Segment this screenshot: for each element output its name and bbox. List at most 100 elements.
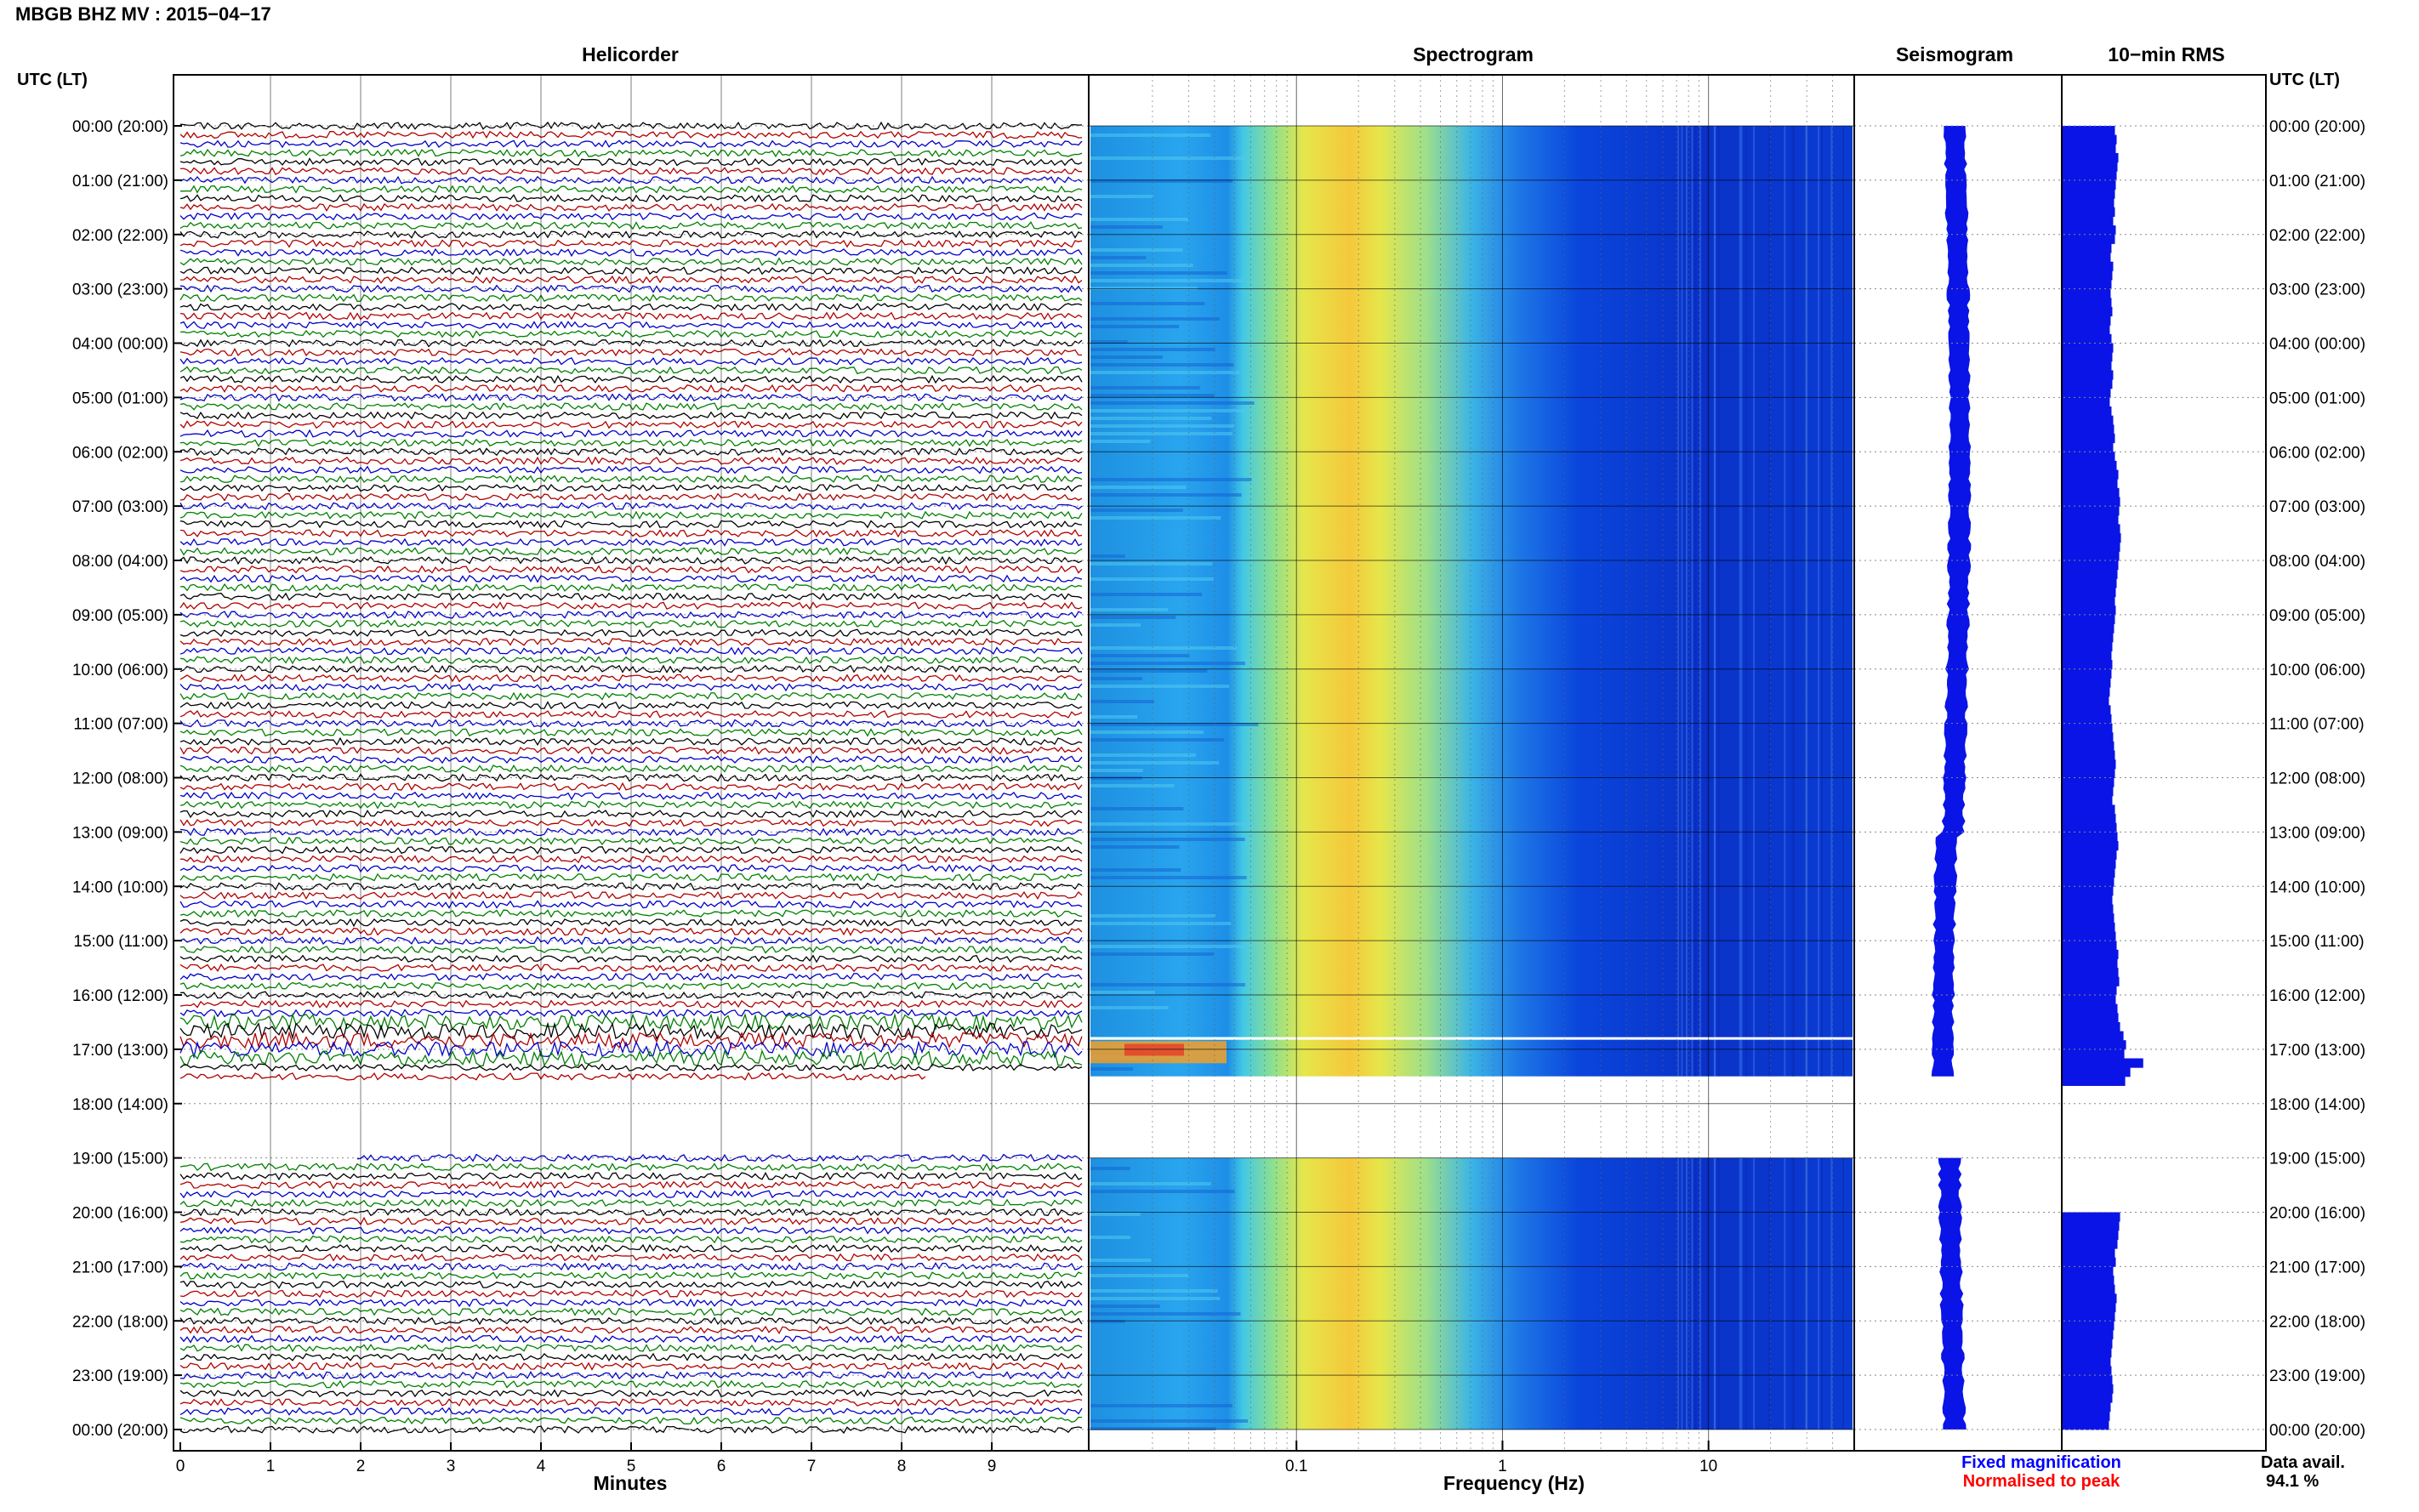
rms-bar xyxy=(2062,506,2120,516)
rms-bar xyxy=(2062,379,2113,389)
seismogram-envelope-0 xyxy=(1931,126,1972,1077)
rms-bar xyxy=(2062,941,2117,951)
time-tick-right: 07:00 (03:00) xyxy=(2269,498,2365,516)
rms-bar xyxy=(2062,623,2114,634)
rms-bar xyxy=(2062,904,2114,914)
spectrogram-streak xyxy=(1090,317,1220,321)
spectrogram-streak xyxy=(1090,256,1147,259)
spectrogram-streak xyxy=(1090,700,1154,703)
spectrogram-streak xyxy=(1090,769,1143,772)
rms-bar xyxy=(2062,1013,2119,1023)
rms-bar xyxy=(2062,859,2116,869)
time-tick-right: 00:00 (20:00) xyxy=(2269,1422,2365,1440)
spectrogram-streak xyxy=(1090,1312,1241,1316)
spectrogram-streak xyxy=(1090,654,1190,657)
spectrogram-streak xyxy=(1090,355,1163,359)
rms-bar xyxy=(2062,1348,2112,1358)
time-tick-left: 09:00 (05:00) xyxy=(72,607,168,625)
rms-bar xyxy=(2062,877,2114,887)
rms-bar xyxy=(2062,832,2118,842)
spectrogram-streak xyxy=(1090,424,1234,428)
spectrogram-streak xyxy=(1090,554,1125,558)
minute-tick-label: 9 xyxy=(988,1458,997,1475)
spectrogram-streak xyxy=(1090,440,1151,443)
rms-bar xyxy=(2062,1067,2131,1077)
rms-bar xyxy=(2062,533,2121,543)
spectrogram-streak xyxy=(1090,669,1208,673)
spectrogram-streak xyxy=(1090,685,1230,688)
spectrogram-streak xyxy=(1090,1320,1125,1323)
rms-bar xyxy=(2062,995,2116,1005)
time-tick-left: 17:00 (13:00) xyxy=(72,1042,168,1060)
spectrogram-streak xyxy=(1090,478,1252,481)
rms-bar xyxy=(2062,134,2117,145)
rms-bar xyxy=(2062,1393,2113,1403)
rms-bar xyxy=(2062,424,2114,435)
rms-bar xyxy=(2062,207,2115,217)
rms-bar xyxy=(2062,741,2114,752)
time-tick-right: 11:00 (07:00) xyxy=(2269,716,2365,734)
rms-bar xyxy=(2062,596,2115,606)
seismogram-envelope-1 xyxy=(1938,1157,1967,1430)
time-tick-right: 02:00 (22:00) xyxy=(2269,227,2365,245)
rms-bar xyxy=(2062,867,2115,878)
spectrogram-streak xyxy=(1090,1167,1130,1170)
spectrogram-streak xyxy=(1090,264,1193,267)
spectrogram-streak xyxy=(1090,509,1183,512)
time-axis-label-left: UTC (LT) xyxy=(17,71,88,89)
rms-bar xyxy=(2062,1329,2114,1340)
rms-bar xyxy=(2062,578,2117,588)
spectrogram-streak xyxy=(1090,516,1221,520)
time-tick-left: 02:00 (22:00) xyxy=(72,227,168,245)
spectrogram-streak xyxy=(1090,386,1200,389)
rms-bar xyxy=(2062,1230,2119,1240)
time-tick-left: 04:00 (00:00) xyxy=(72,336,168,354)
time-tick-right: 05:00 (01:00) xyxy=(2269,389,2365,407)
spectrogram-streak xyxy=(1090,486,1187,489)
time-tick-left: 16:00 (12:00) xyxy=(72,987,168,1005)
spectrogram-streak xyxy=(1090,371,1240,374)
rms-bar xyxy=(2062,822,2117,833)
rms-bar xyxy=(2062,1420,2109,1430)
rms-bar xyxy=(2062,152,2119,163)
time-tick-left: 21:00 (17:00) xyxy=(72,1259,168,1276)
spectrogram-streak xyxy=(1090,1274,1189,1277)
rms-bar xyxy=(2062,253,2111,263)
rms-bar xyxy=(2062,126,2115,136)
rms-bar xyxy=(2062,270,2113,281)
rms-bar xyxy=(2062,1366,2112,1376)
minute-tick-label: 2 xyxy=(356,1458,366,1475)
spectrogram-streak xyxy=(1090,363,1234,367)
rms-bar xyxy=(2062,850,2117,860)
seismogram-trace xyxy=(1931,126,1972,1430)
helicorder-x-axis-label: Minutes xyxy=(594,1472,668,1494)
rms-bar xyxy=(2062,759,2116,770)
rms-bar xyxy=(2062,986,2117,996)
rms-bar xyxy=(2062,1049,2125,1060)
spectrogram-streak xyxy=(1090,195,1153,198)
data-availability-value: 94.1 % xyxy=(2266,1472,2319,1491)
rms-bar xyxy=(2062,886,2114,896)
rms-bar xyxy=(2062,723,2113,733)
rms-bar xyxy=(2062,352,2113,362)
spectrogram-streak xyxy=(1090,562,1213,566)
time-tick-left: 19:00 (15:00) xyxy=(72,1151,168,1168)
rms-bar xyxy=(2062,442,2114,452)
rms-bar xyxy=(2062,469,2119,480)
time-tick-left: 08:00 (04:00) xyxy=(72,553,168,571)
rms-bar xyxy=(2062,388,2111,398)
rms-bar xyxy=(2062,1284,2115,1294)
spectrogram-title: Spectrogram xyxy=(1413,43,1534,65)
rms-bar xyxy=(2062,750,2115,760)
rms-bar xyxy=(2062,333,2112,344)
rms-bar xyxy=(2062,1293,2117,1304)
time-tick-left: 03:00 (23:00) xyxy=(72,281,168,299)
time-tick-left: 00:00 (20:00) xyxy=(72,118,168,136)
time-tick-right: 21:00 (17:00) xyxy=(2269,1259,2365,1276)
spectrogram-streak xyxy=(1090,394,1215,397)
spectrogram-streak xyxy=(1090,753,1196,757)
rms-bar xyxy=(2062,343,2114,353)
spectrogram-streak xyxy=(1090,248,1183,252)
rms-bar xyxy=(2062,1302,2116,1313)
spectrogram-streak xyxy=(1090,1213,1141,1216)
